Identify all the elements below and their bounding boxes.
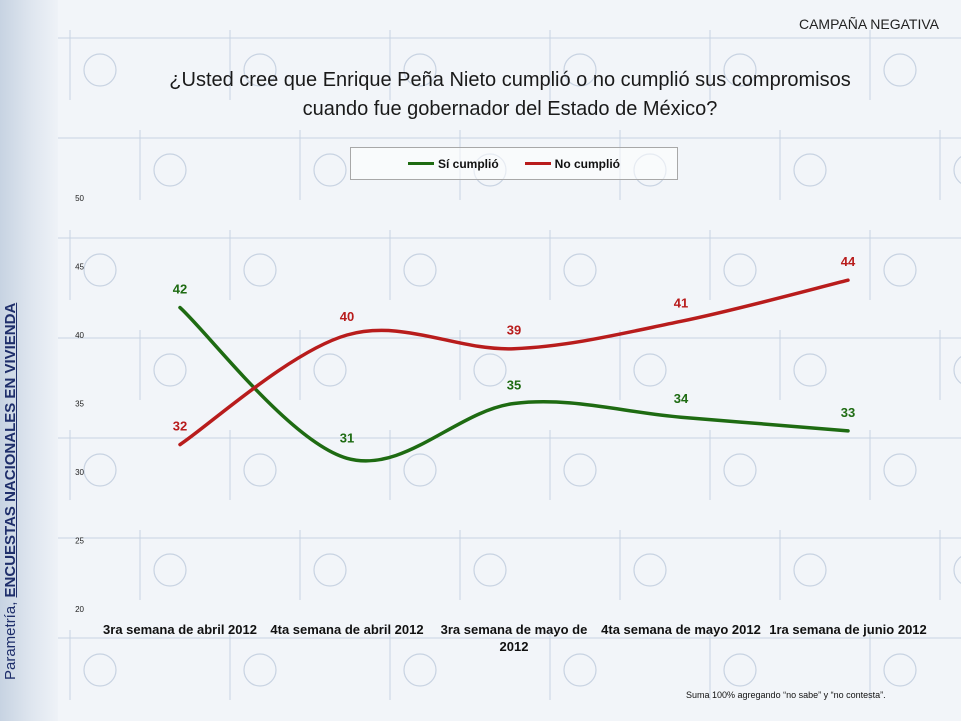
watermark-circle bbox=[563, 653, 597, 687]
data-label: 31 bbox=[340, 430, 354, 445]
data-label: 42 bbox=[173, 282, 187, 297]
y-tick-label: 35 bbox=[75, 400, 84, 409]
watermark-circle bbox=[473, 553, 507, 587]
chart-title: ¿Usted cree que Enrique Peña Nieto cumpl… bbox=[150, 66, 870, 124]
watermark-circle bbox=[633, 353, 667, 387]
watermark-circle bbox=[883, 453, 917, 487]
left-decorative-strip bbox=[0, 0, 58, 721]
watermark-circle bbox=[403, 53, 437, 87]
data-label: 33 bbox=[841, 405, 855, 420]
watermark-circle bbox=[723, 453, 757, 487]
legend-item-no: No cumplió bbox=[524, 156, 621, 171]
footnote: Suma 100% agregando “no sabe” y “no cont… bbox=[686, 690, 886, 700]
watermark-circle bbox=[793, 553, 827, 587]
watermark-circle bbox=[953, 156, 961, 184]
watermark-circle bbox=[403, 653, 437, 687]
watermark-circle bbox=[563, 253, 597, 287]
y-tick-label: 20 bbox=[75, 605, 84, 614]
watermark-circle bbox=[153, 153, 187, 187]
chart-title-line-1: ¿Usted cree que Enrique Peña Nieto cumpl… bbox=[169, 69, 851, 91]
watermark-circle bbox=[83, 653, 117, 687]
x-tick-label: 4ta semana de abril 2012 bbox=[270, 622, 424, 637]
legend-swatch-no bbox=[524, 162, 551, 165]
legend-label-no: No cumplió bbox=[554, 156, 621, 171]
x-tick-label: 3ra semana de abril 2012 bbox=[103, 622, 257, 637]
watermark-circle bbox=[723, 53, 757, 87]
y-tick-label: 40 bbox=[75, 331, 84, 340]
watermark-circle bbox=[633, 553, 667, 587]
watermark-circle bbox=[403, 453, 437, 487]
watermark-circle bbox=[313, 553, 347, 587]
x-tick-label: 4ta semana de mayo 2012 bbox=[601, 622, 761, 637]
watermark-circle bbox=[883, 253, 917, 287]
watermark-circle bbox=[243, 53, 277, 87]
series-line-si-cumplio bbox=[178, 305, 850, 463]
watermark-circle bbox=[243, 453, 277, 487]
watermark-circle bbox=[793, 153, 827, 187]
watermark-circle bbox=[723, 653, 757, 687]
watermark-circle bbox=[473, 353, 507, 387]
watermark-circle bbox=[83, 453, 117, 487]
y-tick-label: 30 bbox=[75, 468, 84, 477]
legend-item-si: Sí cumplió bbox=[407, 156, 499, 171]
watermark-circle bbox=[723, 253, 757, 287]
y-tick-label: 50 bbox=[75, 194, 84, 203]
watermark-circle bbox=[313, 353, 347, 387]
data-label: 32 bbox=[173, 419, 187, 434]
legend-swatch-si bbox=[407, 162, 434, 165]
watermark-circle bbox=[313, 153, 347, 187]
campaign-tag: CAMPAÑA NEGATIVA bbox=[798, 16, 939, 32]
data-label: 34 bbox=[674, 391, 689, 406]
chart-legend: Sí cumplió No cumplió bbox=[350, 147, 678, 180]
series-line-no-cumplio bbox=[178, 278, 850, 447]
watermark-circle bbox=[83, 53, 117, 87]
data-label: 41 bbox=[674, 295, 688, 310]
watermark-circle bbox=[563, 453, 597, 487]
watermark-circle bbox=[243, 253, 277, 287]
watermark-circle bbox=[403, 253, 437, 287]
watermark-circle bbox=[563, 53, 597, 87]
watermark-circle bbox=[953, 356, 961, 384]
legend-label-si: Sí cumplió bbox=[437, 156, 499, 171]
data-label: 39 bbox=[507, 323, 521, 338]
data-label: 40 bbox=[340, 309, 354, 324]
y-tick-label: 45 bbox=[75, 263, 84, 272]
data-label: 35 bbox=[507, 378, 521, 393]
chart-title-line-2: cuando fue gobernador del Estado de Méxi… bbox=[302, 98, 718, 120]
watermark-circle bbox=[793, 353, 827, 387]
watermark-circle bbox=[883, 653, 917, 687]
watermark-circle bbox=[883, 53, 917, 87]
watermark-circle bbox=[243, 653, 277, 687]
x-tick-label: 1ra semana de junio 2012 bbox=[769, 622, 927, 637]
watermark-circle bbox=[153, 353, 187, 387]
x-tick-label: 3ra semana de mayo de 2012 bbox=[440, 622, 588, 654]
data-label: 44 bbox=[841, 254, 856, 269]
watermark-circle bbox=[83, 253, 117, 287]
watermark-circle bbox=[953, 556, 961, 584]
y-tick-label: 25 bbox=[75, 537, 84, 546]
watermark-circle bbox=[153, 553, 187, 587]
